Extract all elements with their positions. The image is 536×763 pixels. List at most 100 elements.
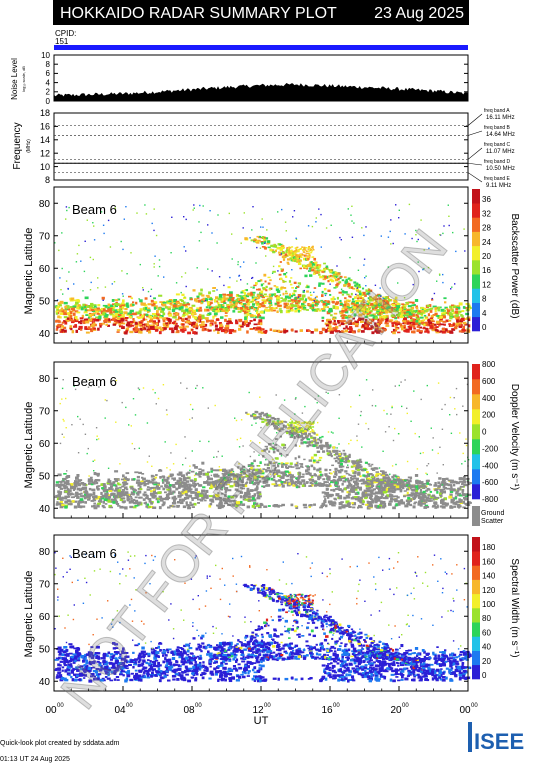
data-cell (414, 322, 419, 326)
data-cell (113, 310, 117, 313)
data-cell (145, 483, 150, 485)
data-cell (325, 494, 328, 498)
data-cell (143, 323, 148, 327)
data-cell (256, 297, 259, 300)
data-cell (376, 477, 380, 481)
data-cell (294, 297, 297, 299)
data-cell (199, 306, 202, 309)
data-cell (303, 254, 307, 257)
data-cell (302, 301, 307, 304)
data-cell (176, 301, 181, 305)
data-cell (65, 476, 69, 479)
data-cell (55, 483, 59, 487)
data-cell (292, 256, 296, 259)
data-cell (105, 305, 108, 308)
data-cell (217, 486, 223, 489)
data-cell (258, 327, 262, 330)
data-cell (321, 316, 325, 319)
data-cell (277, 329, 280, 333)
data-cell (348, 490, 352, 493)
data-cell (462, 477, 466, 479)
data-cell (119, 308, 122, 312)
data-cell (281, 256, 286, 259)
data-cell (219, 326, 223, 330)
data-cell (422, 268, 424, 271)
data-cell (318, 284, 321, 287)
data-cell (438, 273, 441, 275)
data-cell (259, 310, 264, 314)
data-cell (149, 487, 152, 490)
data-cell (288, 473, 292, 476)
data-cell (446, 308, 449, 310)
data-cell (305, 473, 309, 475)
data-cell (152, 482, 155, 485)
data-cell (407, 321, 411, 325)
data-cell (178, 477, 181, 480)
data-cell (246, 309, 250, 311)
data-cell (260, 331, 265, 334)
data-cell (374, 316, 378, 320)
data-cell (61, 504, 65, 507)
data-cell (247, 499, 253, 502)
data-cell (61, 311, 64, 314)
plot-title: HOKKAIDO RADAR SUMMARY PLOT (60, 5, 337, 22)
data-cell (263, 505, 268, 508)
data-cell (78, 304, 81, 307)
data-cell (353, 477, 357, 480)
data-cell (118, 483, 122, 486)
data-cell (194, 313, 197, 315)
data-cell (209, 487, 213, 490)
data-cell (79, 505, 83, 509)
data-cell (294, 259, 297, 263)
data-cell (345, 325, 348, 329)
data-cell (356, 305, 360, 308)
data-cell (71, 321, 74, 324)
data-cell (290, 478, 294, 481)
data-cell (113, 303, 118, 306)
data-cell (96, 495, 101, 499)
data-cell (97, 502, 102, 505)
data-cell (239, 266, 242, 268)
data-cell (241, 296, 245, 300)
data-cell (422, 499, 426, 502)
data-cell (294, 310, 298, 313)
data-cell (161, 497, 166, 501)
data-cell (347, 277, 351, 280)
data-cell (449, 505, 453, 507)
data-cell (77, 493, 81, 496)
data-cell (334, 271, 338, 274)
data-cell (190, 503, 194, 506)
data-cell (262, 283, 265, 285)
data-cell (464, 502, 468, 505)
data-cell (325, 304, 328, 307)
data-cell (96, 485, 99, 489)
data-cell (198, 468, 202, 471)
data-cell (297, 282, 302, 285)
data-cell (149, 328, 154, 330)
data-cell (136, 475, 140, 479)
data-cell (267, 505, 271, 507)
data-cell (59, 312, 64, 315)
data-cell (467, 493, 472, 497)
data-cell (125, 488, 129, 491)
data-cell (381, 310, 386, 313)
data-cell (441, 505, 446, 509)
data-cell (235, 504, 239, 507)
data-cell (430, 318, 434, 322)
data-cell (440, 308, 445, 312)
data-cell (371, 500, 375, 503)
data-cell (220, 505, 224, 509)
data-cell (240, 481, 245, 484)
data-cell (369, 296, 372, 299)
data-cell (377, 505, 382, 509)
data-cell (153, 229, 155, 232)
data-cell (318, 456, 323, 459)
data-cell (302, 251, 305, 253)
data-cell (171, 477, 174, 480)
data-cell (226, 308, 231, 312)
data-cell (63, 310, 67, 315)
data-cell (416, 317, 421, 320)
data-cell (57, 305, 61, 309)
data-cell (282, 258, 286, 261)
data-cell (339, 275, 343, 278)
